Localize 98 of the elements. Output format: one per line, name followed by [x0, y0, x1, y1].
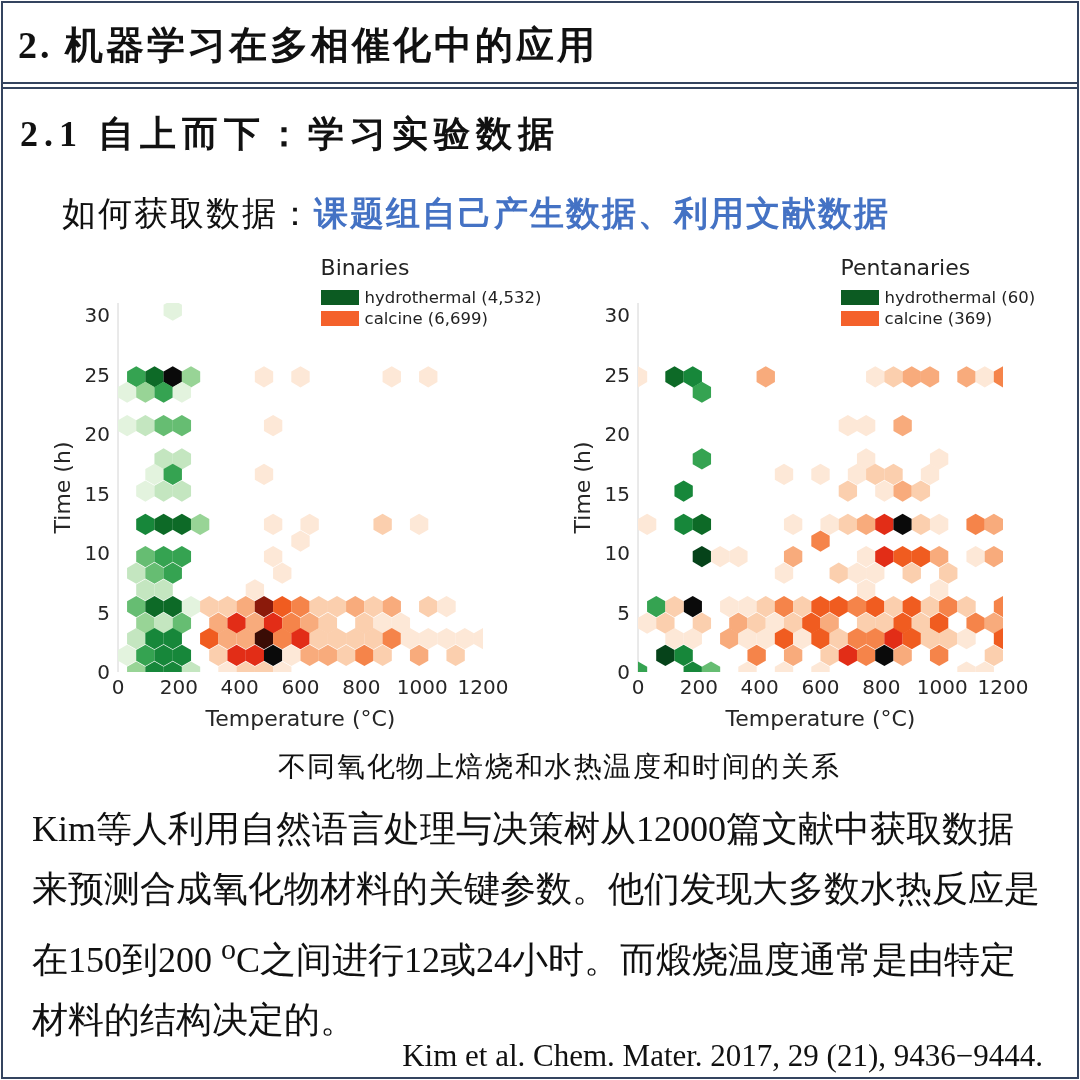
point: [190, 513, 210, 535]
point: [656, 644, 675, 666]
point: [154, 579, 173, 601]
point: [692, 545, 712, 568]
legend-label: hydrothermal (4,532): [364, 288, 542, 307]
point: [674, 480, 693, 502]
point: [692, 448, 712, 470]
point: [127, 366, 146, 388]
point: [145, 595, 164, 618]
point: [136, 480, 155, 502]
point: [136, 513, 155, 535]
x-tick-label: 800: [342, 675, 381, 700]
point: [163, 366, 182, 388]
point: [136, 612, 155, 634]
x-tick-label: 200: [679, 675, 718, 700]
point: [172, 480, 192, 502]
y-tick-label: 25: [604, 362, 630, 387]
point: [154, 612, 173, 634]
point: [683, 595, 702, 618]
point: [136, 644, 155, 666]
point: [181, 595, 201, 618]
point: [692, 513, 712, 535]
y-tick-label: 10: [604, 541, 630, 566]
point: [692, 381, 712, 403]
text: Kim et al. Chem. Mater. 2017, 29 (21), 9436−9444.: [402, 1038, 1043, 1073]
point: [163, 463, 182, 486]
point: [118, 381, 137, 403]
text: 2. 机器学习在多相催化中的应用: [18, 24, 598, 66]
x-tick-label: 1200: [457, 675, 509, 700]
y-tick-label: 30: [604, 303, 630, 327]
y-axis-title: Time (h): [569, 441, 595, 535]
point: [665, 366, 684, 388]
point: [136, 415, 155, 437]
point: [181, 366, 201, 388]
point: [154, 644, 173, 666]
legend-label: calcine (6,699): [364, 309, 488, 328]
point: [172, 513, 192, 535]
y-tick-label: 25: [84, 362, 110, 387]
y-tick-label: 20: [84, 422, 110, 447]
point: [118, 415, 137, 437]
x-tick-label: 600: [281, 675, 320, 700]
point: [172, 448, 192, 470]
legend-title: Binaries: [320, 255, 410, 280]
point: [172, 545, 192, 568]
text: Kim等人利用自然语言处理与决策树从12000篇文献中获取数据来预测合成氧化物材料的关键参数。他们发现大多数水热反应是在150到200 $^{o}$C之间进行12或24小时。而煅烧温度通常是由特定材料的结构决定的。: [32, 809, 1040, 1040]
x-axis-title: Temperature (°C): [204, 706, 396, 731]
point: [127, 595, 146, 618]
y-tick-label: 5: [97, 600, 110, 625]
text: calcine (369): [884, 309, 993, 328]
point: [136, 381, 155, 403]
point: [154, 381, 173, 403]
point: [127, 562, 146, 584]
point: [154, 415, 173, 437]
point: [163, 595, 182, 618]
text: 2.1 自上而下：学习实验数据: [20, 114, 560, 154]
y-tick-label: 5: [617, 600, 630, 625]
text: 不同氧化物上焙烧和水热温度和时间的关系: [277, 751, 841, 782]
point: [127, 628, 146, 650]
y-tick-label: 30: [84, 303, 110, 327]
y-tick-label: 20: [604, 422, 630, 447]
point: [154, 545, 173, 568]
y-axis-title: Time (h): [49, 441, 75, 535]
point: [647, 595, 666, 618]
point: [145, 628, 164, 650]
point: [145, 366, 164, 388]
y-tick-label: 15: [604, 481, 630, 506]
point: [154, 513, 173, 535]
point: [172, 644, 192, 666]
y-tick-label: 10: [84, 541, 110, 566]
point: [118, 644, 137, 666]
text: 如何获取数据：: [62, 195, 314, 232]
legend-label: hydrothermal (60): [884, 288, 1036, 307]
point: [145, 562, 164, 584]
x-tick-label: 400: [220, 675, 259, 700]
point: [136, 579, 155, 601]
x-tick-label: 600: [801, 675, 840, 700]
point: [172, 612, 192, 634]
point: [145, 463, 164, 486]
x-tick-label: 800: [862, 675, 901, 700]
point: [154, 448, 173, 470]
point: [674, 513, 693, 535]
x-tick-label: 400: [740, 675, 779, 700]
text: 课题组自己产生数据、利用文献数据: [314, 195, 890, 232]
x-tick-label: 1000: [396, 675, 448, 700]
point: [163, 628, 182, 650]
point: [163, 562, 182, 584]
legend-title: Pentanaries: [840, 255, 971, 280]
x-tick-label: 1200: [977, 675, 1029, 700]
x-tick-label: 1000: [916, 675, 968, 700]
point: [172, 381, 192, 403]
x-tick-label: 200: [159, 675, 198, 700]
point: [172, 415, 192, 437]
point: [154, 480, 173, 502]
point: [136, 545, 155, 568]
y-tick-label: 15: [84, 481, 110, 506]
point: [674, 644, 693, 666]
point: [683, 366, 702, 388]
x-axis-title: Temperature (°C): [724, 706, 916, 731]
